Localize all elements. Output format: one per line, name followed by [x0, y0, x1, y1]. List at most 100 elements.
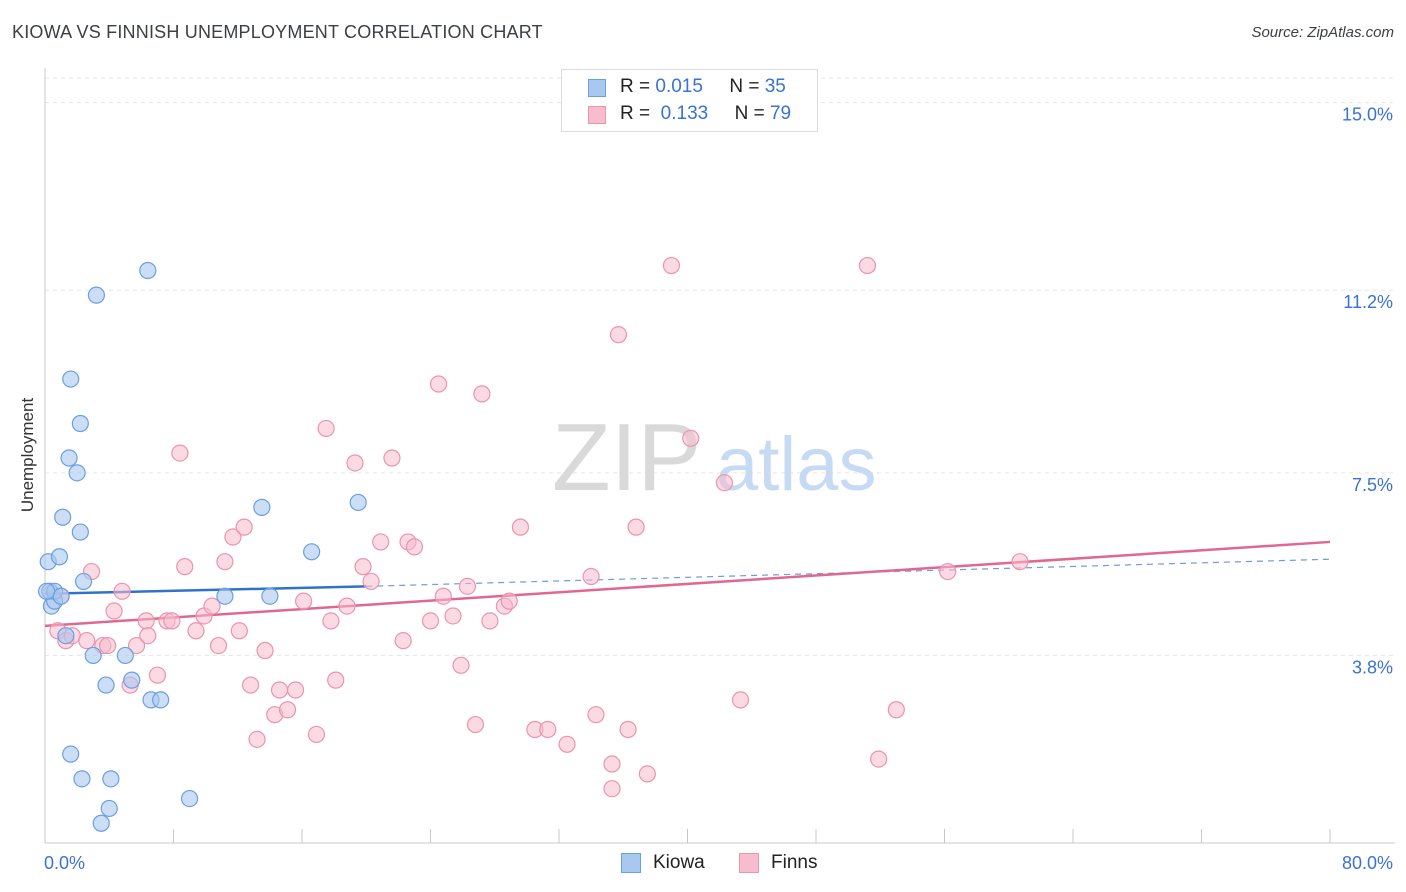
kiowa-point [116, 646, 134, 665]
finns-point [682, 429, 700, 447]
x-tick-label: 80.0% [1342, 853, 1393, 873]
finns-point [627, 518, 645, 536]
kiowa-r-label: R = [620, 76, 656, 97]
finns-point [421, 612, 440, 630]
finns-point [383, 449, 401, 467]
kiowa-point [71, 414, 89, 433]
y-tick-label: 15.0% [1342, 105, 1393, 125]
finns-point [715, 474, 734, 492]
finns-point [209, 636, 228, 655]
finns-point [481, 612, 499, 630]
watermark: ZIP atlas [552, 404, 877, 511]
kiowa-n-value: 35 [764, 76, 786, 97]
y-tick-label: 11.2% [1343, 292, 1393, 312]
finns-point [434, 587, 452, 605]
grid-lines [45, 77, 1395, 656]
finns-point [372, 533, 390, 551]
kiowa-point [216, 587, 234, 605]
finns-point [1011, 553, 1029, 571]
source-credit: Source: ZipAtlas.com [1251, 24, 1394, 41]
finns-point [609, 326, 628, 344]
kiowa-point [261, 587, 279, 605]
kiowa-trend-line [44, 585, 367, 596]
kiowa-point [92, 814, 110, 832]
kiowa-point [52, 587, 70, 605]
kiowa-point [303, 543, 321, 561]
finns-point [870, 750, 888, 768]
kiowa-swatch [588, 79, 606, 97]
finns-legend-swatch [739, 853, 759, 873]
finns-point [203, 597, 221, 615]
finns-point [235, 518, 253, 536]
finns-point [322, 612, 340, 630]
kiowa-point [74, 572, 93, 591]
finns-point [187, 622, 205, 640]
kiowa-n-label: N = [729, 76, 765, 97]
kiowa-point [84, 646, 102, 665]
finns-point [603, 755, 621, 773]
finns-point [354, 558, 372, 576]
finns-point [327, 671, 345, 689]
kiowa-point [139, 261, 157, 280]
kiowa-trend-extension [366, 558, 1331, 587]
finns-point [603, 780, 621, 798]
finns-point [452, 656, 470, 674]
kiowa-point [68, 464, 86, 482]
kiowa-point [102, 770, 120, 788]
finns-r-value: 0.133 [660, 103, 709, 124]
kiowa-point [152, 691, 170, 709]
finns-point [638, 765, 656, 783]
kiowa-legend-label: Kiowa [653, 852, 705, 873]
finns-point [662, 256, 681, 275]
finns-point [511, 518, 530, 536]
finns-point [105, 602, 123, 620]
finns-point [444, 607, 462, 625]
kiowa-point [97, 676, 115, 694]
finns-point [582, 567, 600, 586]
finns-point [500, 592, 518, 610]
kiowa-point [253, 498, 271, 516]
y-tick-label: 7.5% [1352, 475, 1393, 495]
trend-lines [44, 540, 1331, 628]
finns-point [338, 597, 356, 615]
finns-point [539, 720, 557, 739]
kiowa-r-value: 0.015 [655, 76, 703, 97]
axes [44, 68, 1395, 844]
finns-point [317, 419, 335, 438]
correlation-legend: R = 0.015 N = 35 R = 0.133 N = 79 [561, 69, 818, 132]
finns-point [163, 612, 181, 630]
finns-point [558, 735, 576, 753]
finns-point [176, 558, 194, 576]
finns-point [362, 572, 380, 591]
kiowa-point [123, 671, 141, 689]
finns-r-label: R = [620, 103, 656, 124]
kiowa-point [180, 789, 199, 808]
finns-n-label: N = [734, 103, 770, 124]
finns-point [939, 562, 957, 581]
finns-point [295, 592, 313, 610]
kiowa-legend-swatch [621, 853, 641, 873]
finns-point [248, 730, 266, 748]
kiowa-point [349, 493, 367, 512]
tick-labels: 3.8% 7.5% 11.2% 15.0% 0.0% 80.0% [44, 105, 1393, 873]
finns-point [139, 627, 157, 645]
finns-point [394, 632, 412, 650]
finns-point [256, 641, 274, 660]
finns-point [270, 681, 289, 699]
kiowa-point [87, 286, 106, 304]
kiowa-point [38, 582, 56, 600]
kiowa-point [62, 745, 80, 763]
finns-point [224, 528, 242, 546]
x-tick-label: 0.0% [44, 853, 85, 873]
finns-point [99, 636, 117, 655]
finns-point [278, 701, 297, 719]
finns-point [230, 622, 248, 640]
finns-point [216, 553, 234, 571]
finns-point [458, 577, 477, 595]
finns-legend-label: Finns [771, 852, 818, 873]
finns-point [286, 681, 305, 699]
finns-point [346, 454, 364, 472]
finns-point [587, 706, 605, 724]
finns-point [858, 256, 877, 275]
